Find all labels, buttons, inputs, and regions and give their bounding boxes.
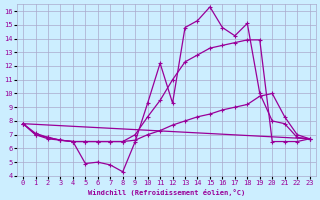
X-axis label: Windchill (Refroidissement éolien,°C): Windchill (Refroidissement éolien,°C) [88, 189, 245, 196]
